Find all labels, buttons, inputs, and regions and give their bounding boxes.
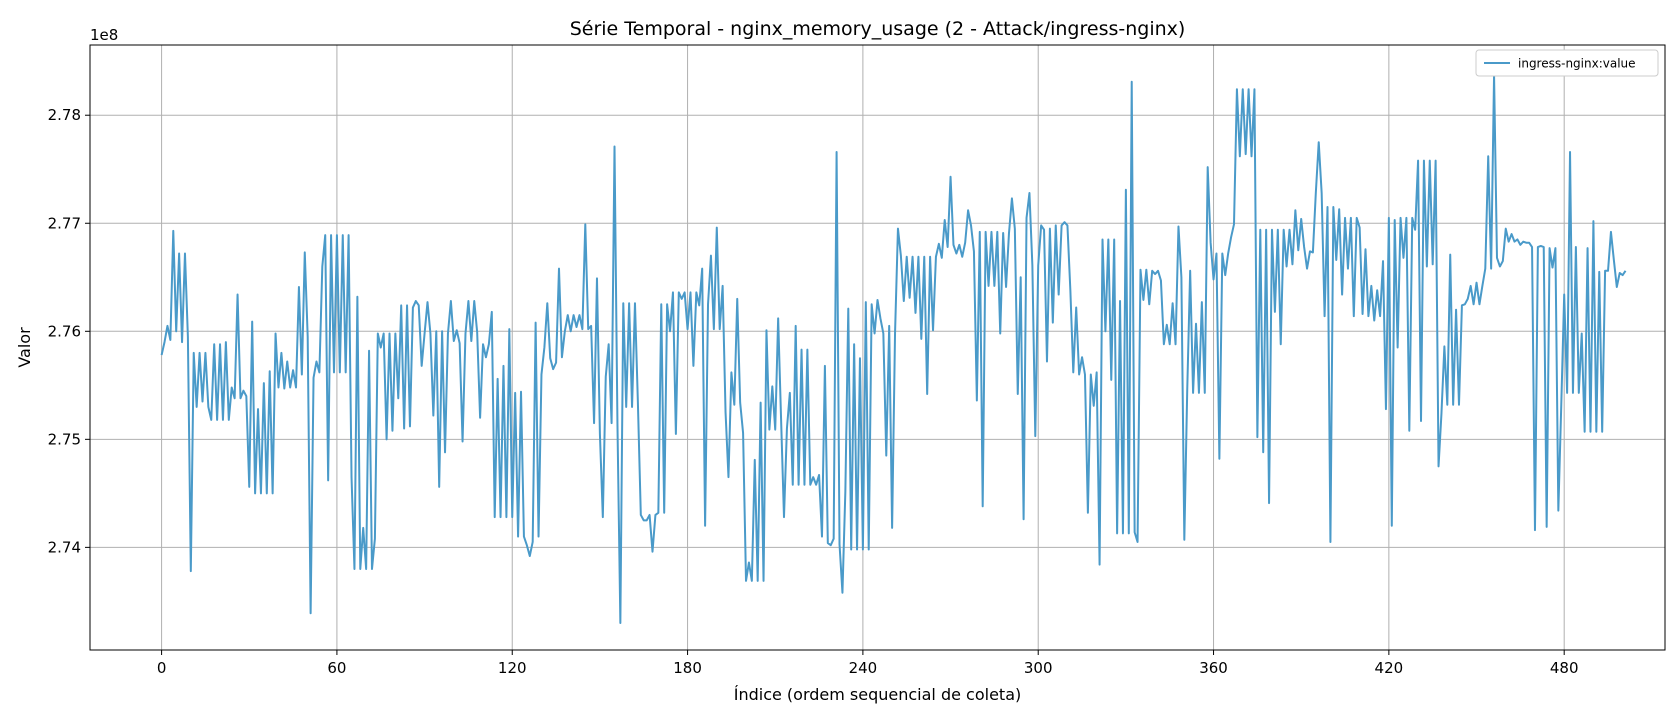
y-tick-label: 2.74 — [48, 538, 81, 556]
x-tick-label: 480 — [1550, 659, 1579, 677]
y-tick-label: 2.78 — [48, 106, 81, 124]
x-tick-label: 0 — [157, 659, 167, 677]
chart-title: Série Temporal - nginx_memory_usage (2 -… — [570, 18, 1186, 40]
y-tick-label: 2.75 — [48, 430, 81, 448]
x-tick-label: 60 — [327, 659, 346, 677]
x-axis-label: Índice (ordem sequencial de coleta) — [734, 685, 1022, 704]
grid-lines — [90, 45, 1665, 650]
x-tick-label: 360 — [1199, 659, 1228, 677]
axis-ticks: 0 60 120 180 240 300 360 420 480 2.74 2.75 2.76 2.77… — [48, 106, 1579, 677]
x-tick-label: 420 — [1375, 659, 1404, 677]
series-layer — [160, 74, 1627, 624]
x-tick-label: 180 — [673, 659, 702, 677]
plot-frame — [89, 44, 1666, 651]
y-offset-label: 1e8 — [90, 26, 118, 44]
y-tick-label: 2.77 — [48, 214, 81, 232]
x-tick-label: 240 — [849, 659, 878, 677]
legend-box — [1475, 49, 1659, 77]
x-tick-label: 120 — [498, 659, 527, 677]
legend-label: ingress-nginx:value — [1518, 57, 1636, 71]
series-line — [160, 74, 1627, 624]
y-tick-label: 2.76 — [48, 322, 81, 340]
legend: ingress-nginx:value — [1475, 49, 1659, 77]
y-axis-label: Valor — [15, 327, 34, 368]
x-tick-label: 300 — [1024, 659, 1053, 677]
